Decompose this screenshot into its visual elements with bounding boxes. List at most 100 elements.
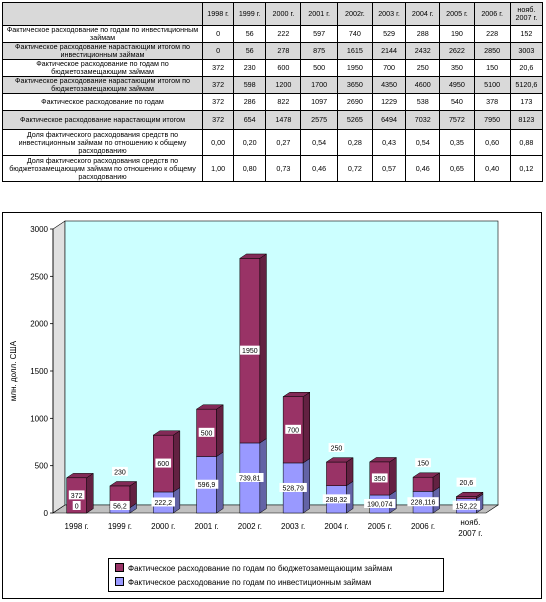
data-table: 1998 г. 1999 г. 2000 г. 2001 г. 2002г. 2003 г… — [1, 2, 544, 182]
data-label-invest-bg — [236, 472, 264, 482]
bar-budget — [456, 496, 477, 499]
data-label-invest-bg — [407, 497, 439, 507]
table-cell: 3003 — [509, 42, 544, 60]
data-label-budget: 600 — [157, 461, 169, 468]
data-label-invest: 228,116 — [411, 500, 436, 507]
table-row-label: Фактическое расходование нарастающим ито… — [1, 110, 204, 130]
y-tick-label: 1000 — [30, 414, 48, 423]
data-label-invest: 190,074 — [367, 502, 392, 509]
x-tick-label: 1998 г. — [65, 522, 89, 531]
y-tick-label: 0 — [44, 509, 49, 518]
table-cell: 0,65 — [439, 155, 475, 182]
data-label-budget: 700 — [287, 427, 299, 434]
data-label-invest: 0 — [75, 504, 79, 511]
y-tick-label: 2000 — [30, 320, 48, 329]
table-row: Фактическое расходование нарастающим ито… — [1, 76, 544, 94]
bar-budget-side — [216, 404, 224, 457]
table-cell: 0,88 — [509, 129, 544, 156]
table-row-label: Фактическое расходование нарастающим ито… — [1, 42, 204, 60]
table-cell: 372 — [202, 76, 235, 94]
data-label-budget: 372 — [71, 493, 83, 500]
data-label-budget-bg — [68, 490, 85, 500]
table-cell: 7572 — [439, 110, 475, 130]
table-cell: 2144 — [371, 42, 407, 60]
x-tick-label: 2002 г. — [238, 522, 262, 531]
table-header-cell: 2002г. — [336, 2, 373, 26]
bar-budget-side — [302, 391, 310, 464]
table-cell: 0,54 — [300, 129, 338, 156]
table-header-cell: 2003 г. — [371, 2, 407, 26]
data-label-invest-bg — [452, 500, 481, 510]
legend-item-budget: Фактическое расходование по годам по бюд… — [115, 563, 392, 575]
table-header-cell: нояб. 2007 г. — [509, 2, 544, 26]
bar-budget — [412, 476, 434, 492]
table-cell: 278 — [265, 42, 302, 60]
bar-budget-side — [173, 430, 181, 493]
table-cell: 4600 — [405, 76, 441, 94]
legend-swatch-budget — [115, 563, 124, 573]
data-label-budget-bg — [456, 477, 477, 487]
bar-budget-side — [389, 457, 397, 496]
table-cell: 7950 — [473, 110, 511, 130]
table-cell: 0,73 — [265, 155, 302, 182]
data-table-container: 1998 г. 1999 г. 2000 г. 2001 г. 2002г. 2003 г… — [1, 2, 544, 182]
table-header-cell: 2000 г. — [265, 2, 302, 26]
data-label-invest-bg — [322, 494, 351, 504]
bar-top — [368, 457, 398, 463]
table-row: Фактическое расходование по годам по инв… — [1, 25, 544, 43]
data-label-invest: 152,22 — [456, 503, 478, 510]
bar-top — [282, 392, 311, 397]
table-header-cell: 2004 г. — [405, 2, 441, 26]
y-tick-label: 2500 — [30, 272, 48, 281]
table-cell: 2432 — [405, 42, 441, 60]
table-cell: 5120,6 — [509, 76, 544, 94]
data-label-invest-bg — [72, 501, 81, 510]
bar-top — [152, 430, 181, 436]
table-cell: 598 — [233, 76, 267, 94]
data-label-invest: 596,9 — [198, 482, 216, 489]
legend-item-invest: Фактическое расходование по годам по инв… — [115, 577, 371, 589]
table-cell: 1700 — [300, 76, 338, 94]
data-label-invest: 56,2 — [113, 504, 127, 511]
data-label-budget-bg — [328, 443, 345, 453]
x-tick-label: 1999 г. — [108, 522, 132, 531]
data-label-budget-bg — [112, 466, 128, 476]
table-cell: 6494 — [371, 110, 407, 130]
bar-top — [412, 472, 441, 478]
legend-label-budget: Фактическое расходование по годам по бюд… — [128, 564, 393, 573]
data-label-budget: 20,6 — [460, 480, 474, 487]
table-row: Фактическое расходование по годам по бюд… — [1, 59, 544, 77]
data-label-budget: 230 — [114, 469, 126, 476]
x-tick-label: 2005 г. — [368, 522, 392, 531]
x-tick-label: 2007 г. — [458, 529, 482, 538]
y-tick-label: 3000 — [30, 225, 48, 234]
table-cell: 0,28 — [336, 129, 373, 156]
table-cell: 0,20 — [233, 129, 267, 156]
bar-top — [195, 404, 224, 410]
table-cell: 3650 — [336, 76, 373, 94]
table-cell: 0,12 — [509, 155, 544, 182]
back-wall — [64, 220, 499, 506]
data-label-budget-bg — [285, 424, 301, 434]
table-cell: 654 — [233, 110, 267, 130]
table-cell: 0,40 — [473, 155, 511, 182]
bar-budget-side — [346, 457, 354, 487]
x-tick-label: 2000 г. — [151, 522, 175, 531]
table-row: Фактическое расходование нарастающим ито… — [1, 42, 544, 60]
table-row-label: Доля фактического расходования средств п… — [1, 155, 204, 182]
bar-budget-side — [86, 472, 94, 514]
data-label-invest: 739,81 — [239, 475, 261, 482]
table-cell: 0,00 — [202, 129, 235, 156]
table-corner-cell — [1, 2, 204, 26]
table-cell: 4950 — [439, 76, 475, 94]
table-row: Доля фактического расходования средств п… — [1, 155, 544, 182]
data-label-budget-bg — [198, 427, 215, 437]
data-label-invest-bg — [279, 482, 307, 492]
table-cell: 875 — [300, 42, 338, 60]
table-cell: 4350 — [371, 76, 407, 94]
data-label-invest: 288,32 — [326, 497, 348, 504]
x-tick-label: 2003 г. — [281, 522, 305, 531]
data-label-budget: 250 — [331, 446, 343, 453]
bar-top — [455, 491, 484, 497]
